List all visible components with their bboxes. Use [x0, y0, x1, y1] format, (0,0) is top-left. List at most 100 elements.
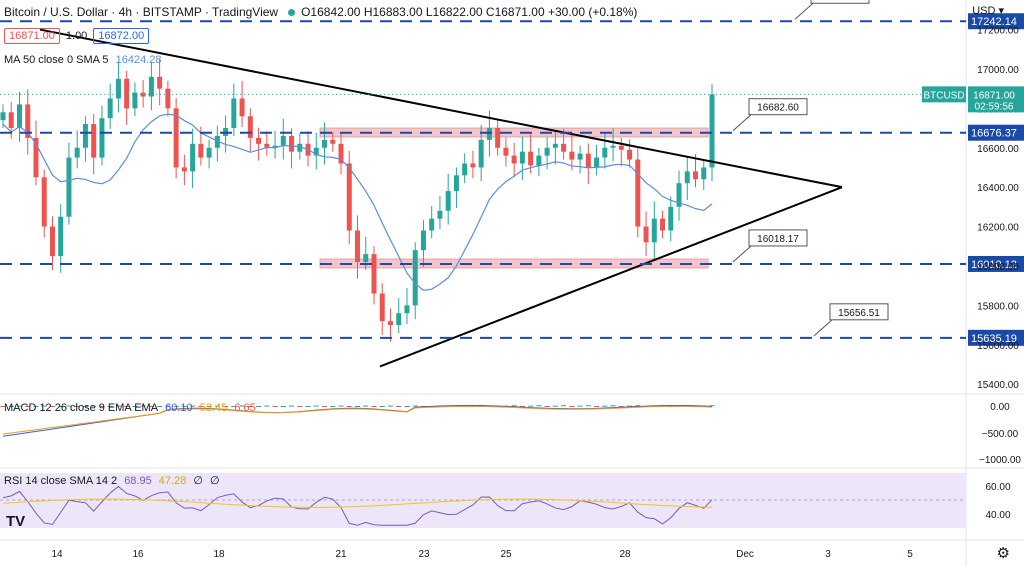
macd-histogram-bar — [0, 406, 6, 407]
macd-histogram-bar — [635, 405, 641, 407]
macd-histogram-bar — [239, 405, 245, 407]
candle-body — [0, 112, 6, 121]
macd-histogram-bar — [396, 406, 402, 407]
candle-body — [371, 254, 377, 294]
macd-histogram-bar — [140, 405, 146, 407]
candle-body — [602, 147, 608, 158]
macd-histogram-bar — [289, 405, 295, 407]
rsi-line — [2, 485, 713, 526]
candle-body — [231, 98, 237, 129]
candle-body — [157, 76, 163, 89]
candle-body — [503, 147, 509, 156]
macd-histogram-bar — [107, 406, 113, 407]
candle-body — [643, 226, 649, 243]
candle-body — [478, 139, 484, 168]
candle-body — [173, 108, 179, 168]
candle-body — [33, 137, 39, 178]
candle-body — [140, 92, 146, 97]
signal-value: 53.45 — [199, 402, 228, 414]
sell-price-button[interactable]: 16871.00 — [4, 28, 60, 44]
candle-body — [280, 135, 286, 146]
candle-body — [462, 163, 468, 176]
symbol-title[interactable]: Bitcoin / U.S. Dollar · 4h · BITSTAMP · … — [4, 5, 279, 19]
candle-body — [264, 143, 270, 148]
time-tick-label: 16 — [132, 549, 144, 560]
macd-histogram-bar — [66, 405, 72, 407]
macd-histogram-bar — [165, 405, 171, 407]
price-tick-label: 15800.00 — [977, 301, 1019, 312]
histogram-value: 6.65 — [234, 402, 256, 414]
candle-body — [594, 157, 600, 168]
currency-label: USD — [972, 5, 996, 17]
candle-body — [420, 230, 426, 251]
currency-selector[interactable]: USD ▾ — [972, 5, 1004, 17]
candle-body — [470, 163, 476, 168]
level-price-label: 16010.12 — [971, 259, 1017, 271]
macd-histogram-bar — [25, 406, 31, 407]
macd-histogram-bar — [256, 406, 262, 407]
level-price-tag — [968, 13, 1024, 30]
candle-body — [256, 137, 262, 144]
ma-value: 16424.28 — [115, 54, 162, 66]
macd-histogram-bar — [305, 406, 311, 407]
callout-pointer — [813, 319, 833, 337]
rsi-tick-label: 60.00 — [985, 482, 1010, 493]
macd-histogram-bar — [231, 406, 237, 407]
candle-body — [346, 163, 352, 231]
candle-body — [412, 250, 418, 306]
macd-histogram-bar — [594, 406, 600, 407]
macd-histogram-bar — [618, 406, 624, 407]
macd-histogram-bar — [74, 406, 80, 407]
macd-histogram-bar — [602, 405, 608, 407]
macd-histogram-bar — [132, 406, 138, 407]
macd-histogram-bar — [33, 406, 39, 407]
last-price-label: 16871.00 — [973, 90, 1015, 101]
candle-body — [148, 76, 154, 97]
candle-body — [107, 98, 113, 119]
trade-buttons: 16871.00 1.00 16872.00 — [4, 28, 150, 44]
countdown-label: 02:59:56 — [975, 101, 1014, 112]
macd-histogram-bar — [346, 406, 352, 407]
level-price-tag — [968, 329, 1024, 346]
macd-histogram-bar — [148, 406, 154, 407]
macd-histogram-bar — [82, 406, 88, 407]
time-tick-label: 23 — [418, 549, 430, 560]
macd-histogram-bar — [157, 406, 163, 407]
macd-histogram-bar — [519, 406, 525, 407]
macd-legend[interactable]: MACD 12 26 close 9 EMA EMA 60.10 53.45 6… — [4, 402, 260, 414]
candle-body — [355, 230, 360, 263]
price-tick-label: 16000.00 — [977, 262, 1019, 273]
candle-body — [165, 88, 171, 109]
candle-body — [387, 321, 393, 326]
macd-histogram-bar — [91, 405, 97, 407]
rsi-label: RSI 14 close SMA 14 2 — [4, 475, 118, 487]
price-tick-label: 16400.00 — [977, 183, 1019, 194]
rsi-sma-value: 47.28 — [158, 475, 187, 487]
candle-body — [577, 153, 583, 160]
candle-body — [437, 210, 443, 219]
spread-value: 1.00 — [65, 30, 88, 42]
price-tick-label: 17200.00 — [977, 26, 1019, 37]
candle-body — [486, 128, 492, 140]
level-price-tag — [968, 124, 1024, 141]
candle-body — [190, 143, 196, 172]
gear-icon[interactable]: ⚙ — [996, 545, 1010, 562]
candle-body — [404, 305, 410, 314]
candle-body — [289, 135, 295, 152]
price-tick-label: 15600.00 — [977, 341, 1019, 352]
macd-histogram-bar — [181, 406, 187, 407]
candle-body — [684, 171, 690, 184]
ma-legend[interactable]: MA 50 close 0 SMA 5 16424.28 — [4, 54, 166, 66]
candle-body — [58, 216, 64, 257]
rsi-legend[interactable]: RSI 14 close SMA 14 2 68.95 47.28 ∅ ∅ — [4, 474, 224, 487]
candle-body — [511, 155, 517, 164]
candle-body — [91, 124, 97, 158]
tradingview-logo-icon: TV — [6, 513, 26, 530]
candle-body — [396, 313, 402, 326]
macd-histogram-bar — [99, 406, 105, 407]
candle-body — [66, 157, 72, 217]
buy-price-button[interactable]: 16872.00 — [93, 28, 150, 44]
price-tick-label: 16600.00 — [977, 144, 1019, 155]
macd-label: MACD 12 26 close 9 EMA EMA — [4, 402, 159, 414]
